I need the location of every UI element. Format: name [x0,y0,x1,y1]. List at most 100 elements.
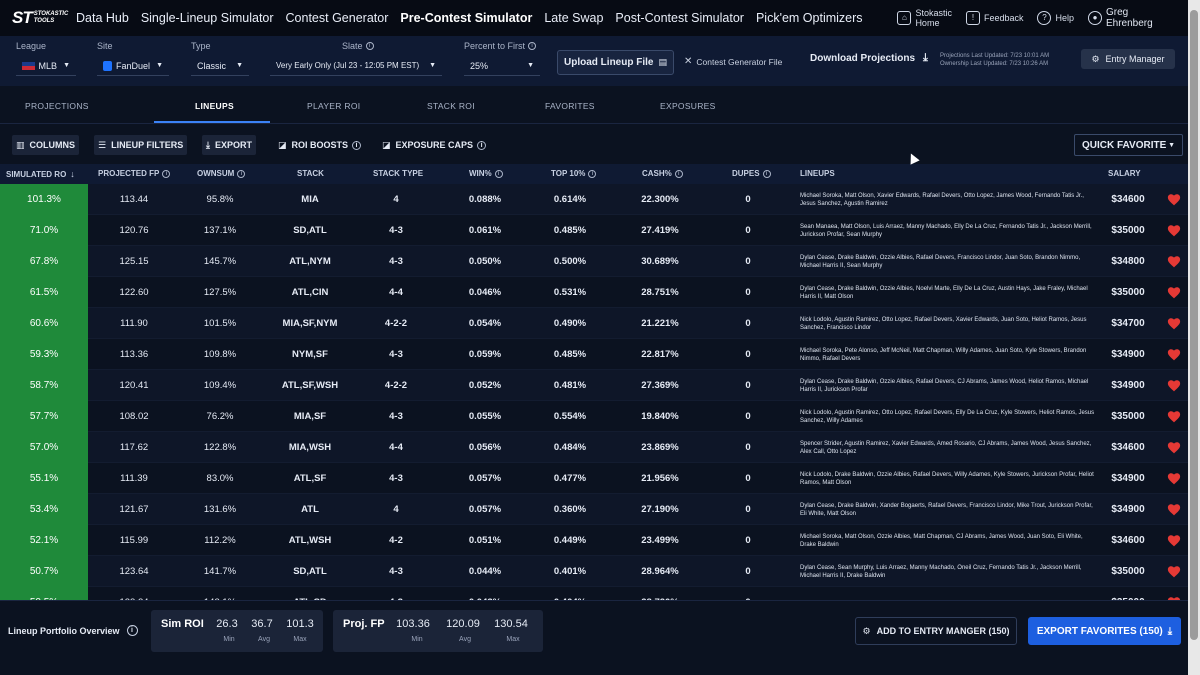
header-lineups[interactable]: LINEUPS [800,169,835,178]
table-row[interactable]: 59.3% 113.36 109.8% NYM,SF 4-3 0.059% 0.485% 22… [0,339,1188,370]
favorite-heart-button[interactable] [1164,277,1184,308]
favorite-heart-button[interactable] [1164,215,1184,246]
table-row[interactable]: 53.4% 121.67 131.6% ATL 4 0.057% 0.360% 27.190%… [0,494,1188,525]
table-row[interactable]: 50.5%123.24143.1% ATL,SD 4-3 0.043%0.404% 28… [0,587,1188,600]
tab-projections[interactable]: PROJECTIONS [25,101,89,111]
tab-stack-roi[interactable]: STACK ROI [427,101,475,111]
export-button[interactable]: ⤓ EXPORT [202,135,256,155]
tab-exposures[interactable]: EXPOSURES [660,101,716,111]
league-select[interactable]: MLB ▼ [16,56,76,76]
nav-link-post-contest-simulator[interactable]: Post-Contest Simulator [615,11,744,25]
quick-favorite-dropdown[interactable]: QUICK FAVORITE ▼ [1074,134,1183,156]
stokastic-logo[interactable]: ST STOKASTIC TOOLS [12,3,70,33]
header-stack-type[interactable]: STACK TYPE [373,169,424,178]
header-win[interactable]: WIN% i [469,169,503,178]
columns-button[interactable]: ▥ COLUMNS [12,135,80,155]
header-ownsum[interactable]: OWNSUM i [197,169,246,178]
favorite-heart-button[interactable] [1164,308,1184,339]
info-icon[interactable]: i [588,169,597,178]
upload-lineup-file-button[interactable]: Upload Lineup File ▤ [557,50,674,75]
slate-select[interactable]: Very Early Only (Jul 23 - 12:05 PM EST) … [270,56,442,76]
nav-link-pickem-optimizers[interactable]: Pick'em Optimizers [755,11,863,25]
info-icon[interactable]: i [477,140,487,150]
contest-generator-file-button[interactable]: ✕ Contest Generator File [684,56,782,67]
info-icon[interactable]: i [365,42,374,50]
site-select[interactable]: FanDuel ▼ [97,56,169,76]
nav-link-single-lineup-simulator[interactable]: Single-Lineup Simulator [140,11,274,25]
table-row[interactable]: 52.1% 115.99 112.2% ATL,WSH 4-2 0.051% 0.449% 2… [0,525,1188,556]
cell-dupes: 0 [745,256,751,267]
favorite-heart-button[interactable] [1164,494,1184,525]
download-projections-button[interactable]: Download Projections ⤓ [810,52,928,65]
type-select[interactable]: Classic ▼ [191,56,249,76]
info-icon[interactable]: i [528,42,537,50]
tab-lineups[interactable]: LINEUPS [195,101,234,111]
export-favorites-button[interactable]: EXPORT FAVORITES (150) ⤓ [1028,617,1181,645]
favorite-heart-button[interactable] [1164,401,1184,432]
header-simulated-roi[interactable]: SIMULATED RO ↓ [6,169,75,179]
exposure-caps-button[interactable]: ◪ EXPOSURE CAPS i [378,135,490,155]
add-to-entry-manager-button[interactable]: ⚙ ADD TO ENTRY MANGER (150) [855,617,1017,645]
table-row[interactable]: 57.0% 117.62 122.8% MIA,WSH 4-4 0.056% 0.484% 2… [0,432,1188,463]
favorite-heart-button[interactable] [1164,246,1184,277]
tab-favorites[interactable]: FAVORITES [545,101,595,111]
header-stack[interactable]: STACK [297,169,324,178]
info-icon[interactable]: i [494,169,503,178]
percent-to-first-select[interactable]: 25% ▼ [464,56,540,76]
table-row[interactable]: 101.3% 113.44 95.8% MIA 4 0.088% 0.614% 22.300%… [0,184,1188,215]
favorite-heart-button[interactable] [1164,525,1184,556]
feedback-link[interactable]: ! Feedback [965,11,1023,25]
info-icon[interactable]: i [762,169,771,178]
cell-top10: 0.401% [553,566,587,577]
favorite-heart-button[interactable] [1164,339,1184,370]
table-row[interactable]: 55.1% 111.39 83.0% ATL,SF 4-3 0.057% 0.477% 21.… [0,463,1188,494]
header-top10[interactable]: TOP 10% i [551,169,597,178]
favorite-heart-button[interactable] [1164,370,1184,401]
cell-salary: $34900 [1111,349,1145,360]
info-icon[interactable]: i [237,169,246,178]
nav-link-data-hub[interactable]: Data Hub [76,11,129,25]
cell-cash: 21.956% [641,473,679,484]
table-row[interactable]: 57.7% 108.02 76.2% MIA,SF 4-3 0.055% 0.554% 19.… [0,401,1188,432]
info-icon[interactable]: i [162,169,171,178]
table-row[interactable]: 60.6% 111.90 101.5% MIA,SF,NYM 4-2-2 0.054% 0.… [0,308,1188,339]
cell-stack: SD,ATL [293,566,327,577]
nav-link-contest-generator[interactable]: Contest Generator [285,11,389,25]
favorite-heart-button[interactable] [1164,587,1184,600]
info-icon[interactable]: i [126,625,138,636]
favorite-heart-button[interactable] [1164,556,1184,587]
cell-stack: NYM,SF [292,349,328,360]
tab-player-roi[interactable]: PLAYER ROI [307,101,361,111]
top-navigation: ST STOKASTIC TOOLS Data Hub Single-Lineu… [0,0,1200,36]
stokastic-home-text-1: Stokastic [915,8,952,18]
favorite-heart-button[interactable] [1164,463,1184,494]
table-row[interactable]: 67.8% 125.15 145.7% ATL,NYM 4-3 0.050% 0.500% 3… [0,246,1188,277]
header-cash[interactable]: CASH% i [642,169,683,178]
stokastic-home-link[interactable]: ⌂ Stokastic Home [897,8,952,28]
table-row[interactable]: 50.7% 123.64 141.7% SD,ATL 4-3 0.044% 0.401% 28… [0,556,1188,587]
lineup-filters-label: LINEUP FILTERS [111,140,184,150]
cell-win: 0.057% [468,504,502,515]
user-menu[interactable]: ● Greg Ehrenberg [1088,7,1174,29]
header-projected-fp[interactable]: PROJECTED FP i [98,169,171,178]
roi-boosts-button[interactable]: ◪ ROI BOOSTS i [274,135,365,155]
cell-lineup-players: Nick Lodolo, Drake Baldwin, Ozzie Albies… [800,471,1094,486]
page-scrollbar[interactable] [1188,0,1200,675]
lineup-filters-button[interactable]: ☰ LINEUP FILTERS [94,135,188,155]
info-icon[interactable]: i [674,169,683,178]
help-link[interactable]: ? Help [1037,11,1074,25]
favorite-heart-button[interactable] [1164,184,1184,215]
entry-manager-button[interactable]: ⚙ Entry Manager [1081,49,1175,69]
scrollbar-thumb[interactable] [1190,10,1198,640]
table-row[interactable]: 71.0% 120.76 137.1% SD,ATL 4-3 0.061% 0.485% 27… [0,215,1188,246]
heart-icon [1167,349,1181,361]
favorite-heart-button[interactable] [1164,432,1184,463]
header-dupes[interactable]: DUPES i [732,169,771,178]
table-row[interactable]: 61.5% 122.60 127.5% ATL,CIN 4-4 0.046% 0.531% 2… [0,277,1188,308]
table-row[interactable]: 58.7% 120.41 109.4% ATL,SF,WSH 4-2-2 0.052% 0.… [0,370,1188,401]
nav-link-late-swap[interactable]: Late Swap [544,11,604,25]
header-salary[interactable]: SALARY [1108,169,1141,178]
info-icon[interactable]: i [352,140,362,150]
cell-win: 0.046% [468,287,502,298]
nav-link-pre-contest-simulator[interactable]: Pre-Contest Simulator [400,11,533,25]
